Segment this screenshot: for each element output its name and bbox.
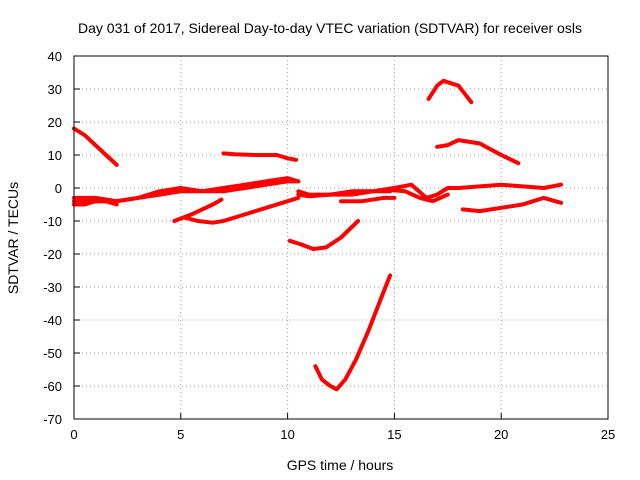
series-line-16 xyxy=(386,187,450,204)
series-group xyxy=(72,78,563,392)
grid xyxy=(74,56,608,419)
y-tick-label: 0 xyxy=(55,181,62,196)
y-tick-label: -40 xyxy=(43,313,62,328)
x-axis-label: GPS time / hours xyxy=(287,457,394,473)
series-line-15 xyxy=(460,195,563,214)
y-tick-label: -60 xyxy=(43,379,62,394)
series-line-5 xyxy=(172,197,224,223)
y-tick-label: 30 xyxy=(48,82,62,97)
x-tick-label: 25 xyxy=(601,427,615,442)
y-axis-label: SDTVAR / TECUs xyxy=(5,182,21,294)
series-line-1 xyxy=(72,126,119,167)
series-line-3 xyxy=(72,176,301,204)
series-line-7 xyxy=(221,151,299,162)
y-tick-label: -30 xyxy=(43,280,62,295)
series-line-14 xyxy=(435,138,521,166)
x-axis: 0 5 10 15 20 25 xyxy=(70,413,615,442)
x-tick-label: 0 xyxy=(70,427,77,442)
x-tick-label: 15 xyxy=(387,427,401,442)
x-tick-label: 5 xyxy=(177,427,184,442)
series-line-4 xyxy=(72,199,119,207)
y-tick-label: 10 xyxy=(48,148,62,163)
plot-frame xyxy=(73,55,609,420)
series-line-12 xyxy=(339,195,397,204)
y-tick-label: -50 xyxy=(43,346,62,361)
series-line-9 xyxy=(313,273,393,392)
chart-title: Day 031 of 2017, Sidereal Day-to-day VTE… xyxy=(78,20,582,36)
y-tick-label: -10 xyxy=(43,214,62,229)
series-line-8 xyxy=(287,219,361,251)
y-tick-label: -20 xyxy=(43,247,62,262)
y-tick-label: 20 xyxy=(48,115,62,130)
y-tick-label: -70 xyxy=(43,412,62,427)
series-line-6 xyxy=(183,195,301,225)
x-tick-label: 10 xyxy=(280,427,294,442)
y-tick-label: 40 xyxy=(48,49,62,64)
y-axis: 40 30 20 10 0 -10 -20 -30 -40 -50 -60 -70 xyxy=(43,49,80,427)
x-tick-label: 20 xyxy=(494,427,508,442)
series-line-11 xyxy=(296,189,393,199)
series-line-13 xyxy=(426,78,474,105)
